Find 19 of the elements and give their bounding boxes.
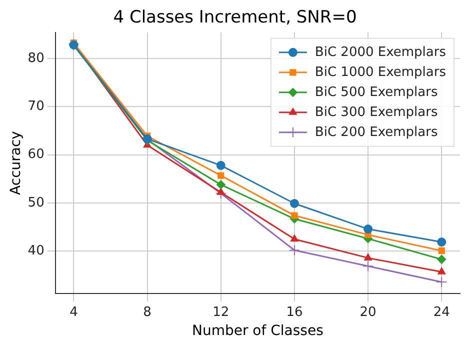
x-tick-label: 24	[433, 304, 450, 320]
chart-title: 4 Classes Increment, SNR=0	[113, 8, 357, 28]
y-axis-title: Accuracy	[8, 131, 24, 195]
y-tick-label: 40	[28, 244, 44, 259]
x-axis-title: Number of Classes	[192, 323, 324, 340]
x-tick-label: 4	[70, 304, 78, 320]
y-tick-label: 60	[28, 147, 44, 162]
y-tick-label: 80	[28, 50, 44, 66]
y-tick-label: 70	[28, 98, 44, 114]
x-tick-label: 8	[143, 304, 152, 320]
x-tick-label: 16	[286, 304, 303, 320]
legend-label: BiC 500 Exemplars	[314, 84, 438, 100]
x-tick-label: 20	[360, 304, 376, 320]
legend-label: BiC 200 Exemplars	[314, 124, 438, 140]
legend-label: BiC 300 Exemplars	[314, 104, 438, 120]
legend-label: BiC 2000 Exemplars	[314, 44, 446, 60]
legend-label: BiC 1000 Exemplars	[314, 64, 446, 80]
x-tick-label: 12	[212, 304, 230, 320]
y-tick-label: 50	[28, 195, 44, 210]
